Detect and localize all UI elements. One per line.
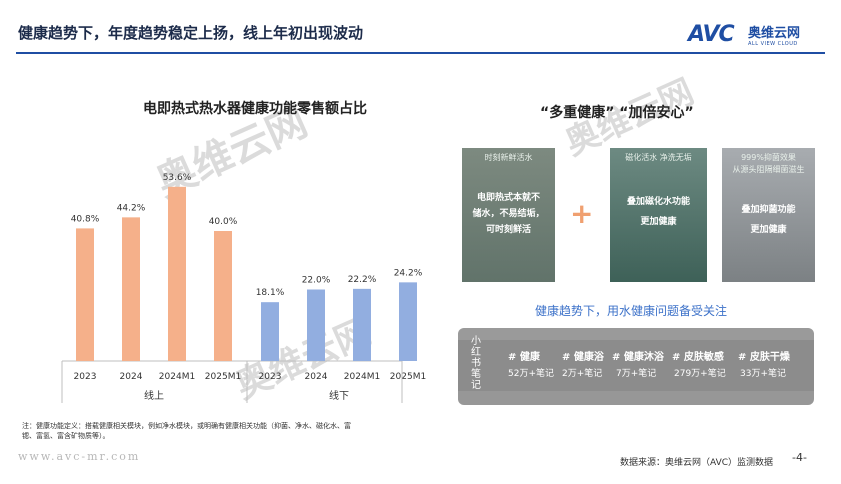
panel-line: 储水，不易结垢，: [472, 209, 545, 219]
tick-label: 2025M1: [205, 372, 241, 382]
panel-header: 时刻新鲜活水: [484, 153, 533, 162]
bar: [122, 217, 140, 361]
product-panel-magnetized: 磁化活水 净洗无垢 叠加磁化水功能 更加健康: [610, 148, 707, 282]
note-count: 52万+笔记: [508, 369, 554, 379]
data-source: 数据来源：奥维云网（AVC）监测数据: [620, 458, 774, 468]
panel-header: 磁化活水 净洗无垢: [625, 153, 692, 162]
tick-label: 2024: [120, 372, 143, 382]
note-count: 279万+笔记: [674, 369, 726, 379]
bar: [214, 231, 232, 361]
page-title: 健康趋势下，年度趋势稳定上扬，线上年初出现波动: [18, 24, 364, 42]
data-label: 53.6%: [163, 173, 192, 183]
bar: [353, 288, 371, 361]
website-url: www.avc-mr.com: [18, 450, 141, 463]
panel-line: 更加健康: [750, 225, 787, 235]
data-label: 40.8%: [71, 214, 100, 224]
bar: [307, 289, 325, 361]
tick-label: 2023: [259, 372, 282, 382]
product-panel-antibacterial: 999%抑菌效果 从源头阻隔细菌滋生 叠加抑菌功能 更加健康: [722, 148, 815, 282]
hashtag: # 皮肤敏感: [672, 352, 724, 363]
data-label: 24.2%: [394, 268, 423, 278]
footnote: 注：健康功能定义：搭载健康相关模块，例如净水模块，或明确有健康相关功能（抑菌、净…: [22, 422, 351, 440]
product-panel-fresh-water: 时刻新鲜活水 电即热式本就不 储水，不易结垢， 可时刻鲜活: [462, 148, 555, 282]
data-label: 22.2%: [348, 275, 377, 285]
data-label: 22.0%: [302, 276, 331, 286]
tick-label: 2024M1: [159, 372, 195, 382]
group-label: 线下: [329, 389, 349, 402]
caption: 健康趋势下，用水健康问题备受关注: [535, 304, 728, 318]
panel-line: 电即热式本就不: [476, 193, 540, 203]
bar: [399, 282, 417, 361]
bar: [168, 186, 186, 361]
note-count: 7万+笔记: [616, 369, 657, 379]
bar: [261, 302, 279, 361]
decor-strip: [458, 328, 814, 340]
data-label: 44.2%: [117, 203, 146, 213]
tick-label: 2024: [305, 372, 328, 382]
hashtag: # 健康浴: [562, 352, 604, 363]
logo-cn: 奥维云网: [748, 26, 801, 41]
panel-line: 叠加磁化水功能: [626, 197, 690, 207]
logo-mark: AVC: [688, 22, 735, 47]
hashtag: # 健康: [508, 352, 540, 363]
avc-logo: AVC 奥维云网 ALL VIEW CLOUD: [688, 20, 823, 52]
tick-label: 2024M1: [344, 372, 380, 382]
bar: [76, 228, 94, 361]
panel-line: 可时刻鲜活: [485, 225, 531, 235]
tick-label: 2023: [74, 372, 97, 382]
right-title: “多重健康” “加倍安心”: [540, 105, 694, 121]
note-count: 2万+笔记: [562, 369, 603, 379]
tick-label: 2025M1: [390, 372, 426, 382]
decor-strip: [458, 391, 814, 405]
data-label: 40.0%: [209, 217, 238, 227]
panel-line: 叠加抑菌功能: [741, 205, 796, 215]
hashtag: # 健康沐浴: [612, 352, 664, 363]
hashtag: # 皮肤干燥: [738, 352, 790, 363]
panel-header: 999%抑菌效果 从源头阻隔细菌滋生: [732, 153, 805, 174]
panel-line: 更加健康: [640, 217, 677, 227]
page-number: -4-: [792, 451, 807, 464]
data-label: 18.1%: [256, 288, 285, 298]
logo-en: ALL VIEW CLOUD: [748, 41, 798, 47]
header-divider: [16, 52, 825, 54]
xiaohongshu-label: 小红书笔记: [471, 336, 481, 391]
plus-icon: +: [570, 197, 594, 230]
chart-title: 电即热式热水器健康功能零售额占比: [143, 101, 367, 117]
xiaohongshu-tag-box: 小红书笔记 # 健康 52万+笔记 # 健康浴 2万+笔记 # 健康沐浴 7万+…: [458, 328, 814, 405]
note-count: 33万+笔记: [740, 369, 786, 379]
group-label: 线上: [144, 389, 164, 402]
